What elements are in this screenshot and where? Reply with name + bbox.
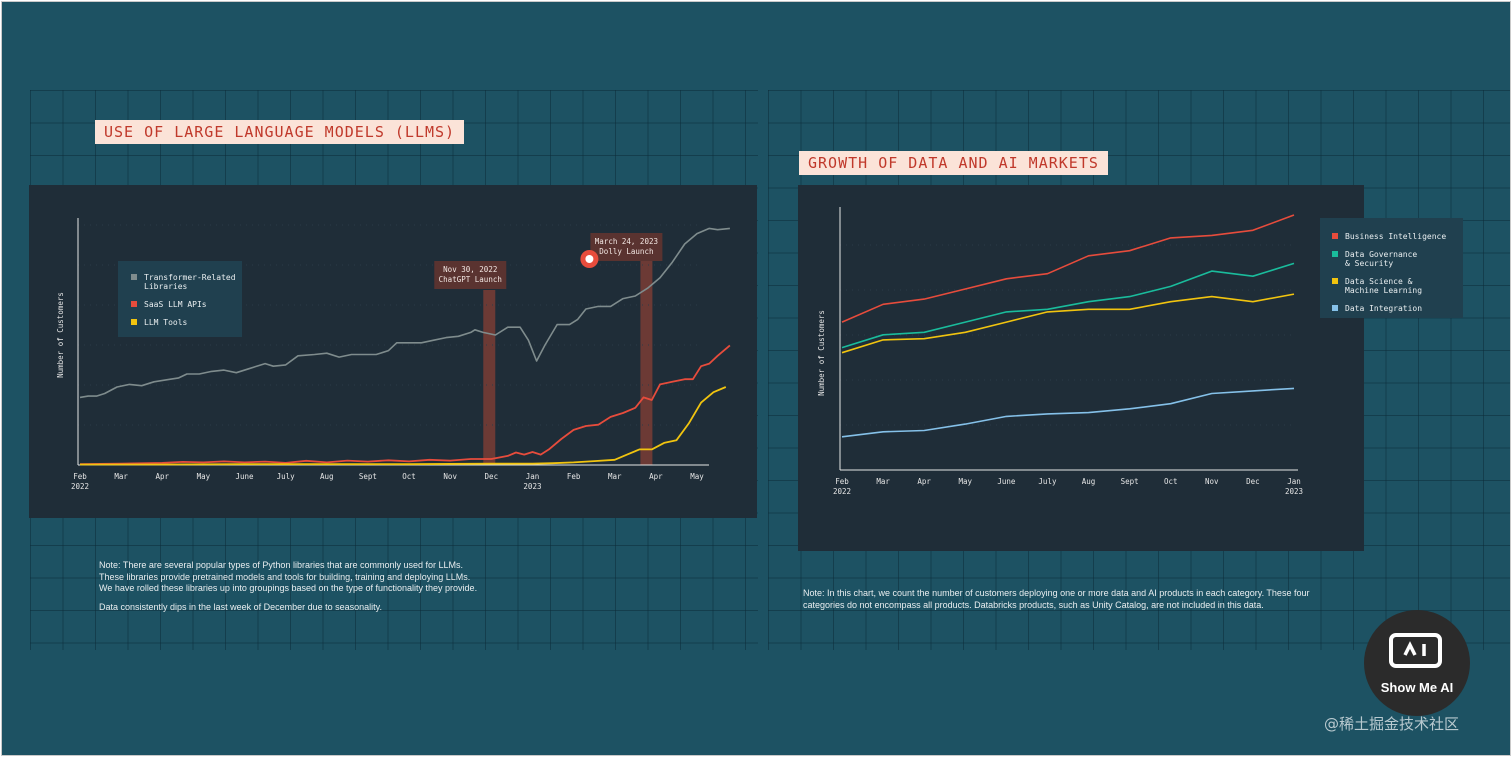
x-tick-label: Nov <box>443 472 457 481</box>
x-tick-label: Jan <box>526 472 540 481</box>
x-tick-label: Dec <box>1246 477 1260 486</box>
llm-note-paragraph-2: Data consistently dips in the last week … <box>99 601 382 612</box>
legend-item: LLM Tools <box>131 318 242 327</box>
legend-label: Data Integration <box>1345 304 1423 313</box>
x-tick-label: May <box>197 472 211 481</box>
legend-label: Data Governance & Security <box>1345 250 1418 268</box>
x-tick-year: 2023 <box>523 482 541 491</box>
y-axis-label: Number of Customers <box>56 292 65 378</box>
markets-chart-panel: Feb 2022 Mar Apr May June July Aug Sept Oct Nov Dec… <box>798 185 1463 551</box>
legend-item: Data Integration <box>1332 304 1463 313</box>
legend-item: Transformer-Related Libraries <box>131 273 242 291</box>
x-tick-label: July <box>277 472 296 481</box>
x-tick-label: Apr <box>917 477 931 486</box>
dolly-sheep-icon-inner <box>585 255 594 263</box>
llm-legend: Transformer-Related Libraries SaaS LLM AP… <box>118 261 242 337</box>
legend-label: Transformer-Related Libraries <box>144 273 236 291</box>
x-tick-label: Dec <box>485 472 499 481</box>
x-tick-label: Oct <box>1164 477 1178 486</box>
llm-chart-title: USE OF LARGE LANGUAGE MODELS (LLMS) <box>95 120 465 144</box>
x-tick-label: Nov <box>1205 477 1219 486</box>
markets-note-paragraph: Note: In this chart, we count the number… <box>803 588 1310 610</box>
series-line <box>841 293 1295 354</box>
markets-chart-title: GROWTH OF DATA AND AI MARKETS <box>799 151 1108 175</box>
x-tick-label: Mar <box>608 472 622 481</box>
x-tick-label: Feb <box>567 472 581 481</box>
legend-label: SaaS LLM APIs <box>144 300 207 309</box>
llm-note-paragraph-1: Note: There are several popular types of… <box>99 560 478 593</box>
legend-label: Business Intelligence <box>1345 232 1447 241</box>
x-tick-label: Aug <box>320 472 334 481</box>
llm-line-chart: Nov 30, 2022 ChatGPT Launch March 24, 2023… <box>56 218 731 491</box>
series-line <box>79 227 730 399</box>
x-tick-year: 2022 <box>833 487 851 496</box>
x-tick-label: Mar <box>114 472 128 481</box>
x-tick-label: Sept <box>1121 477 1139 486</box>
llm-chart-note: Note: There are several popular types of… <box>99 560 579 620</box>
robot-face-icon <box>1389 633 1442 668</box>
x-tick-label: Aug <box>1082 477 1096 486</box>
legend-swatch <box>131 301 137 307</box>
x-tick-label: Oct <box>402 472 416 481</box>
legend-swatch <box>1332 305 1338 311</box>
x-tick-label: Feb <box>73 472 87 481</box>
x-tick-label: July <box>1038 477 1057 486</box>
watermark: @稀土掘金技术社区 <box>1324 715 1460 733</box>
legend-item: Data Governance & Security <box>1332 250 1463 268</box>
x-tick-label: Jan <box>1287 477 1301 486</box>
legend-swatch <box>1332 233 1338 239</box>
series-line <box>841 387 1295 438</box>
x-tick-label: Apr <box>155 472 169 481</box>
x-tick-year: 2022 <box>71 482 89 491</box>
annotation-label: Nov 30, 2022 ChatGPT Launch <box>439 265 502 284</box>
markets-chart-note: Note: In this chart, we count the number… <box>803 588 1363 618</box>
markets-legend: Business Intelligence Data Governance & S… <box>1320 218 1463 318</box>
legend-swatch <box>1332 278 1338 284</box>
annotation-band <box>483 290 496 465</box>
x-tick-label: June <box>236 472 255 481</box>
llm-chart-panel: Nov 30, 2022 ChatGPT Launch March 24, 2023… <box>29 185 757 518</box>
y-axis-label: Number of Customers <box>817 310 826 396</box>
series-line <box>841 214 1295 323</box>
legend-item: Business Intelligence <box>1332 232 1463 241</box>
x-tick-label: Mar <box>876 477 890 486</box>
legend-swatch <box>131 274 137 280</box>
legend-item: Data Science & Machine Learning <box>1332 277 1463 295</box>
annotation-box <box>434 261 507 289</box>
badge-label: Show Me AI <box>1380 680 1454 695</box>
x-tick-label: June <box>997 477 1016 486</box>
x-tick-label: May <box>690 472 704 481</box>
annotation-band <box>640 257 653 465</box>
show-me-ai-badge: Show Me AI <box>1364 610 1470 716</box>
annotation-box <box>590 233 663 261</box>
x-tick-label: May <box>958 477 972 486</box>
x-tick-year: 2023 <box>1285 487 1303 496</box>
series-line <box>841 262 1295 349</box>
x-tick-label: Sept <box>359 472 377 481</box>
legend-swatch <box>1332 251 1338 257</box>
legend-swatch <box>131 319 137 325</box>
legend-label: Data Science & Machine Learning <box>1345 277 1423 295</box>
legend-item: SaaS LLM APIs <box>131 300 242 309</box>
annotation-label: March 24, 2023 Dolly Launch <box>595 237 658 256</box>
series-line <box>80 386 727 466</box>
series-line <box>79 344 731 466</box>
x-tick-label: Apr <box>649 472 663 481</box>
legend-label: LLM Tools <box>144 318 188 327</box>
x-tick-label: Feb <box>835 477 849 486</box>
